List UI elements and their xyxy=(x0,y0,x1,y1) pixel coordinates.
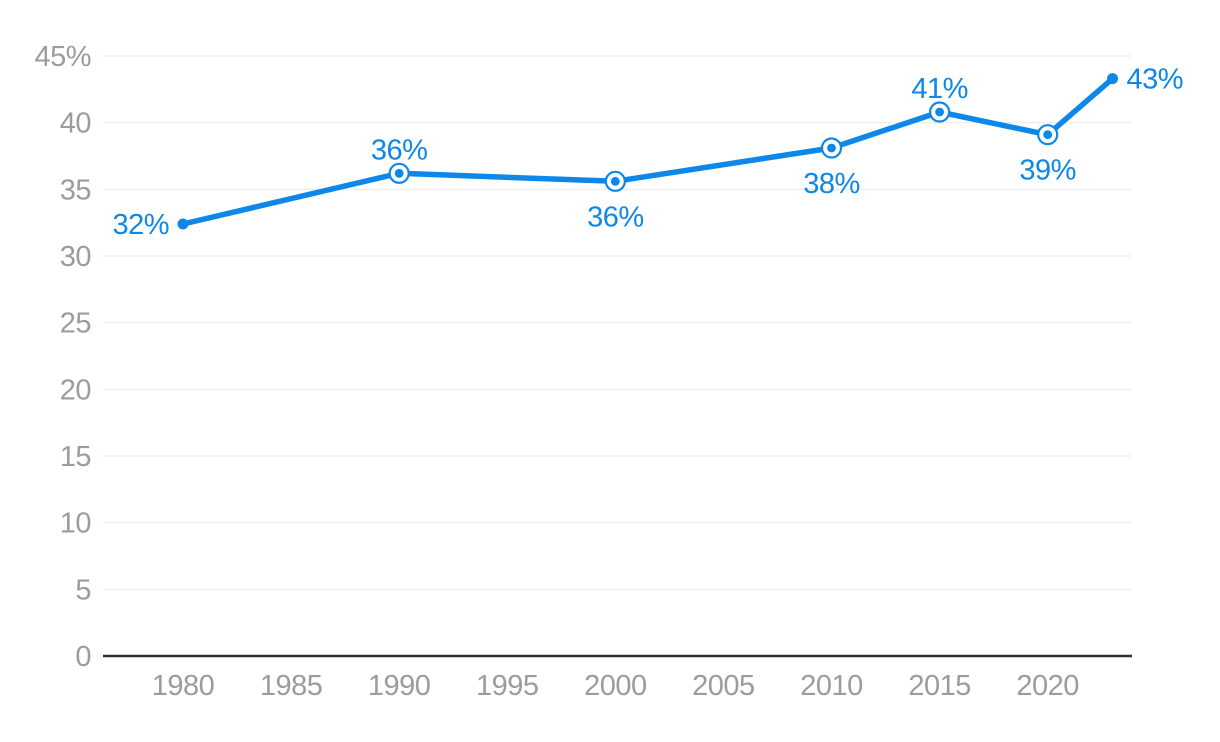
y-axis-tick-label: 25 xyxy=(60,308,91,340)
data-point-dot[interactable] xyxy=(610,176,620,186)
series-line xyxy=(180,75,1116,227)
data-point-label: 32% xyxy=(112,209,169,241)
x-axis-tick-label: 1985 xyxy=(260,670,323,702)
data-point-dot[interactable] xyxy=(827,143,836,153)
y-axis-tick-label: 40 xyxy=(60,108,91,140)
data-point-label: 38% xyxy=(803,168,860,200)
data-point-label: 41% xyxy=(911,73,968,105)
y-axis-tick-label: 5 xyxy=(75,574,91,606)
data-point-dot[interactable] xyxy=(394,168,404,178)
x-axis-tick-label: 2010 xyxy=(800,670,863,702)
data-point-label: 43% xyxy=(1127,64,1184,96)
y-axis-tick-label: 0 xyxy=(75,641,91,673)
x-axis-tick-label: 2005 xyxy=(692,670,755,702)
y-axis-tick-label: 10 xyxy=(60,508,91,540)
y-axis-tick-label: 45% xyxy=(34,41,91,73)
y-axis-tick-label: 30 xyxy=(60,241,91,273)
data-point-dot[interactable] xyxy=(1043,130,1053,140)
y-axis-tick-label: 20 xyxy=(60,374,91,406)
y-axis-tick-label: 35 xyxy=(60,174,91,206)
x-axis-tick-label: 2020 xyxy=(1016,670,1079,702)
x-axis-tick-label: 1995 xyxy=(476,670,539,702)
x-axis-tick-label: 1980 xyxy=(152,670,215,702)
data-point-dot[interactable] xyxy=(935,107,945,117)
data-point-label: 39% xyxy=(1019,155,1076,187)
data-point-dot[interactable] xyxy=(1107,73,1119,85)
x-axis-tick-label: 1990 xyxy=(368,670,431,702)
x-axis-tick-label: 2015 xyxy=(908,670,971,702)
data-point-dot[interactable] xyxy=(177,218,189,230)
y-axis-tick-label: 15 xyxy=(60,441,91,473)
data-point-label: 36% xyxy=(587,201,644,233)
data-point-label: 36% xyxy=(371,134,428,166)
x-axis-tick-label: 2000 xyxy=(584,670,647,702)
